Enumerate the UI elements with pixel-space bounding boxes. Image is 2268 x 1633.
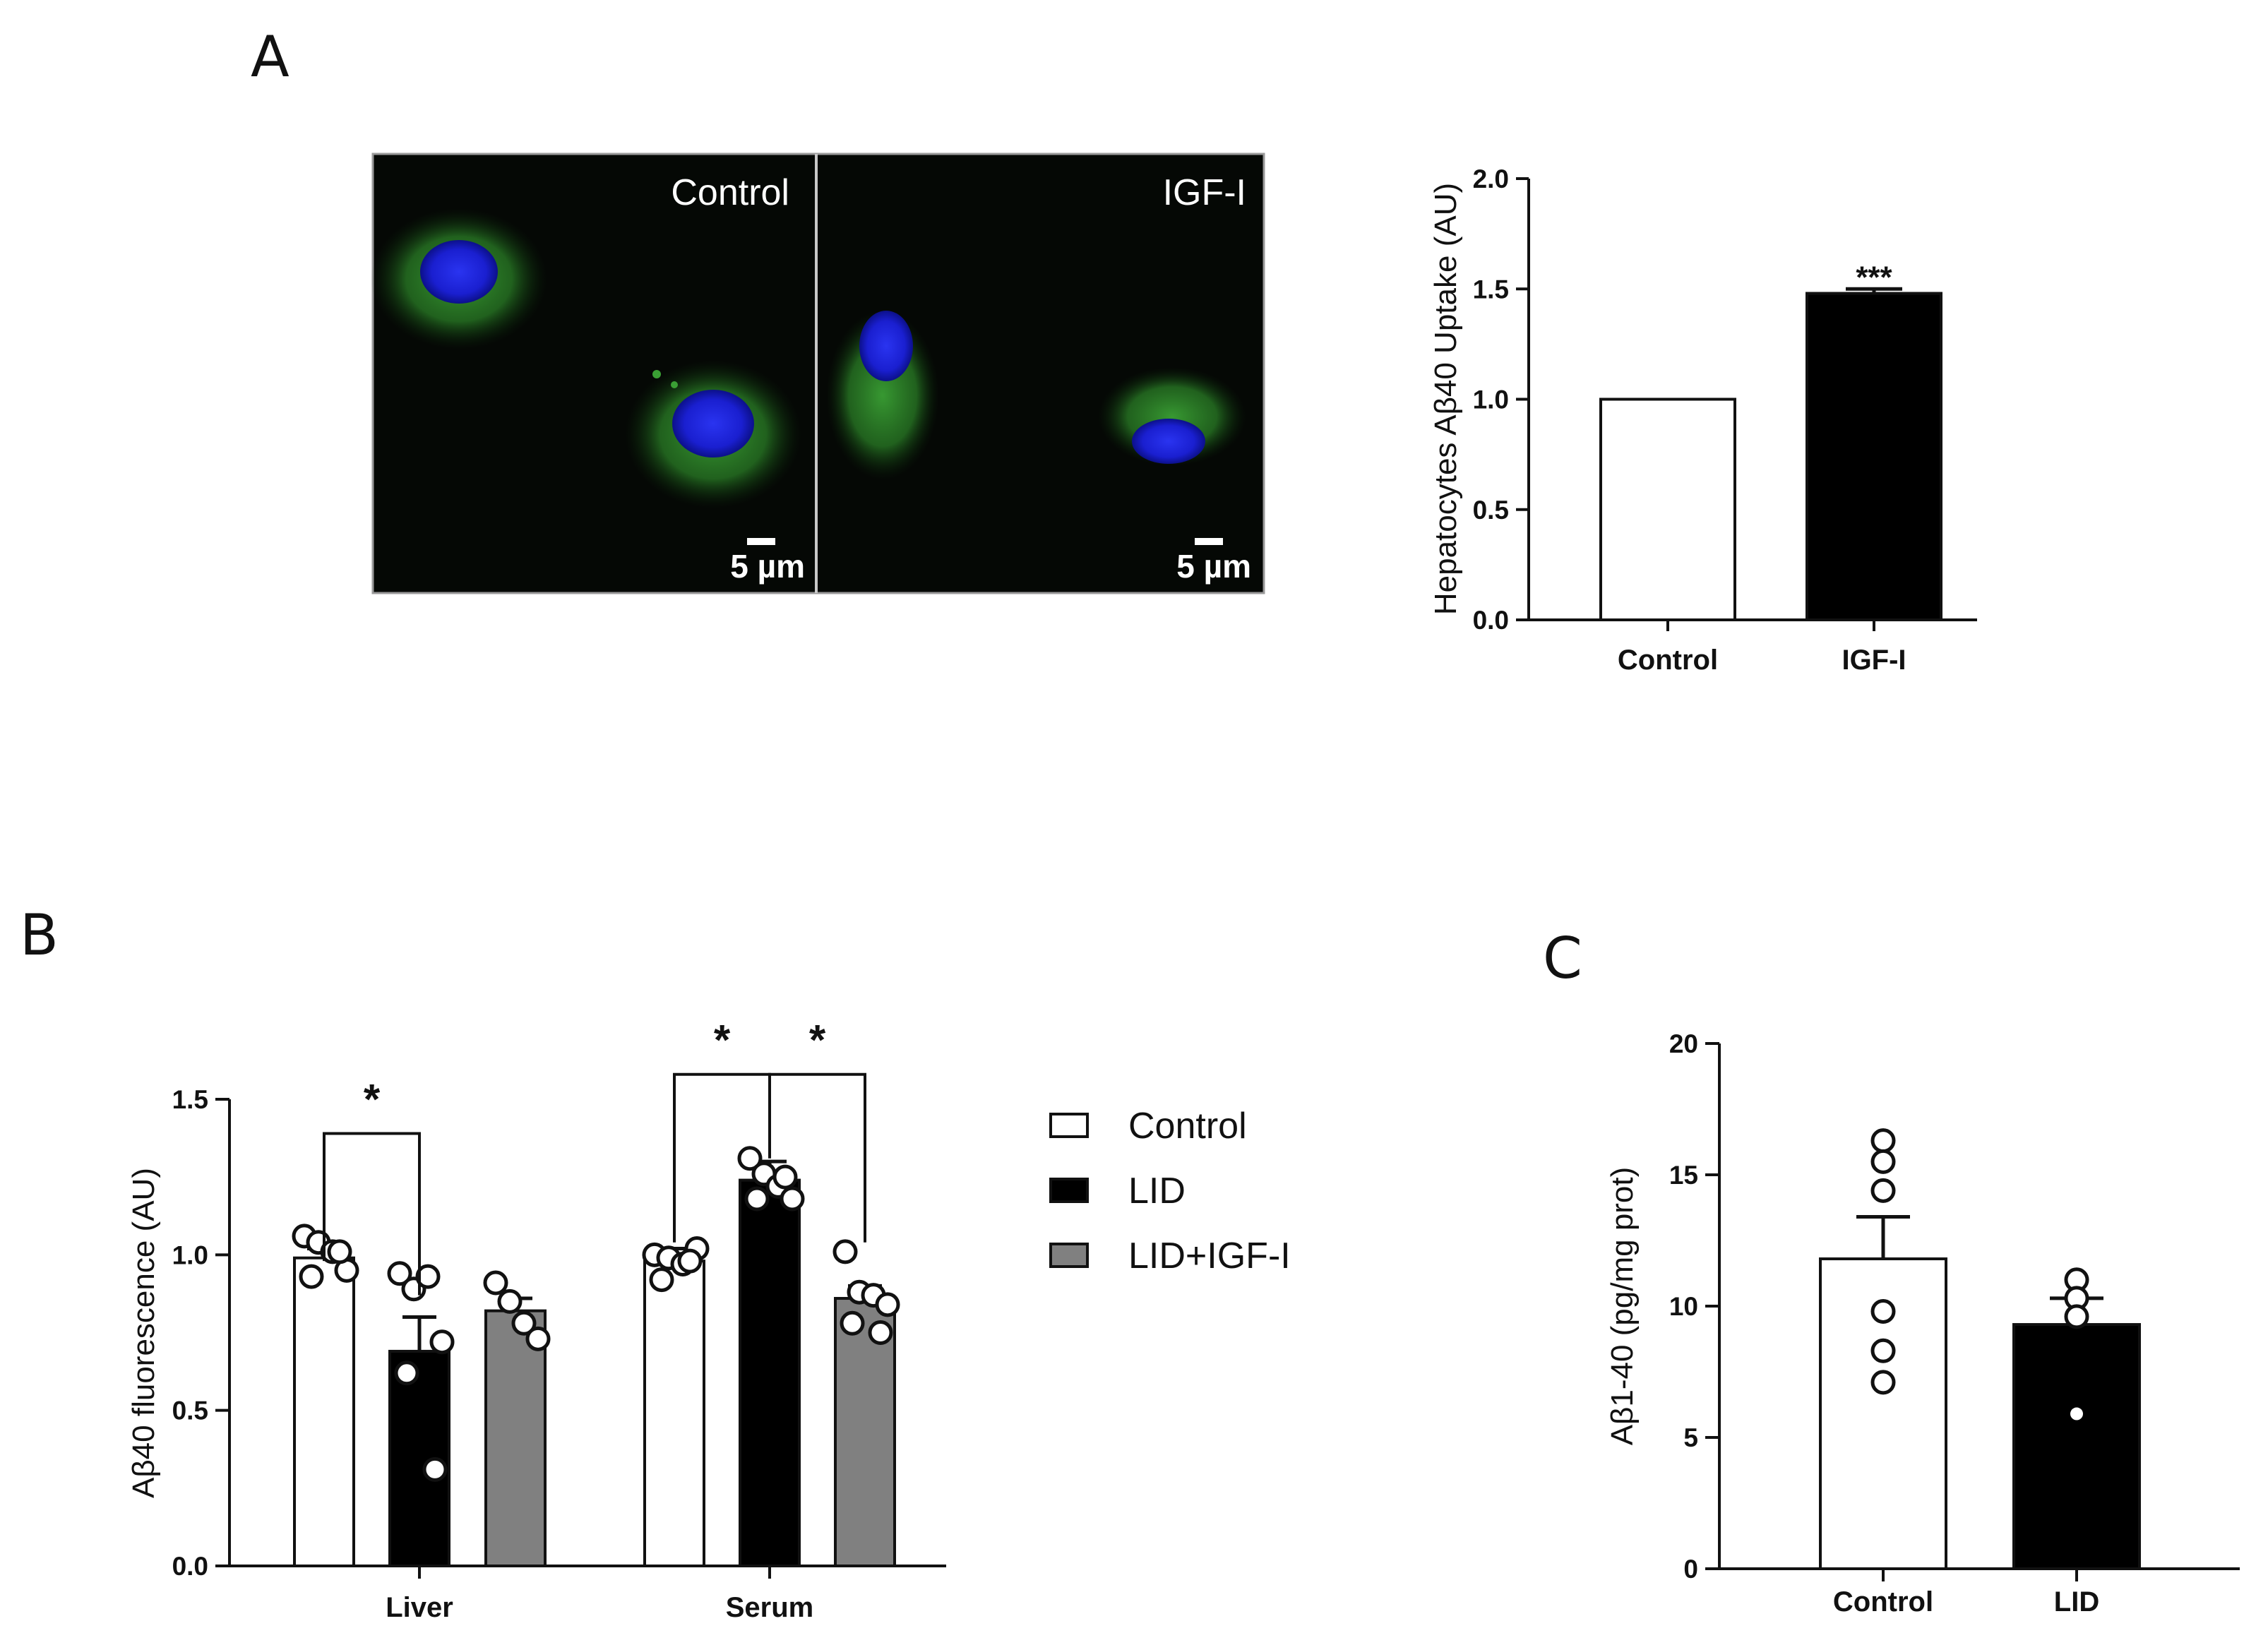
x-tick-label: IGF-I [1842,645,1906,676]
data-point [737,1146,763,1171]
panel-label-c: C [1543,926,1582,991]
data-point [1870,1298,1896,1324]
data-point [677,1248,703,1274]
bar-control [1599,397,1736,621]
data-point [327,1239,352,1264]
legend-swatch-lid [1049,1178,1089,1203]
cell-nucleus [420,240,498,304]
cell-nucleus [672,390,754,457]
green-speck [671,381,678,388]
micrograph-label-igf: IGF-I [1163,172,1246,213]
data-point [744,1186,770,1212]
panel-label-a: A [251,24,290,90]
y-axis-label: Aβ1-40 (pg/mg prot) [1605,1167,1640,1446]
cell-nucleus [1132,419,1205,464]
data-point [1870,1338,1896,1363]
data-point [649,1267,674,1293]
panel-label-b: B [20,902,59,968]
x-tick-label: Serum [726,1592,814,1623]
bar-serum-lid [739,1178,801,1568]
y-tick-label: 1.5 [172,1085,208,1114]
data-point [875,1292,900,1317]
chart-a: 0.0 0.5 1.0 1.5 2.0 Hepatocytes Aβ40 Uptake (… [1428,165,1977,676]
bar-igfi [1806,292,1942,621]
y-tick-label: 1.0 [172,1240,208,1269]
legend-label-control: Control [1128,1106,1247,1147]
y-tick-label: 0.0 [1473,606,1509,635]
y-tick-label: 10 [1669,1292,1698,1321]
micrograph-panel: Control IGF-I 5 µm 5 µm [371,152,1265,594]
data-point [868,1320,893,1345]
cell-nucleus [859,311,913,381]
legend-swatch-control [1049,1113,1089,1138]
micrograph-label-control: Control [671,172,789,213]
chart-c: 0 5 10 15 20 Aβ1-40 (pg/mg prot) Control LID [1605,1029,2240,1617]
data-point [429,1329,455,1355]
y-tick-label: 2.0 [1473,165,1509,193]
y-axis-label: Hepatocytes Aβ40 Uptake (AU) [1428,183,1463,615]
scale-bar-right [1195,538,1223,545]
scale-bar-left [747,538,775,545]
bar-liver-control [293,1256,355,1567]
significance-bracket [323,1132,421,1296]
data-point [511,1310,537,1336]
x-tick-label: LID [2054,1586,2099,1617]
y-axis-label: Aβ40 fluorescence (AU) [126,1168,161,1498]
micrograph-background [371,152,1265,594]
data-point [422,1456,448,1482]
y-tick-label: 5 [1683,1423,1698,1452]
y-tick-label: 15 [1669,1161,1698,1190]
data-point [772,1164,798,1190]
chart-b: 0.0 0.5 1.0 1.5 Aβ40 fluorescence (AU) Liver S… [126,1017,1291,1623]
x-tick-label: Control [1833,1586,1933,1617]
data-point [1870,1370,1896,1395]
significance-marker: * [809,1017,826,1064]
data-point [2070,1407,2083,1420]
y-tick-label: 1.0 [1473,385,1509,414]
data-point [299,1264,324,1289]
scale-bar-label-right: 5 µm [1176,548,1251,585]
data-point [525,1326,551,1351]
data-point [840,1310,865,1336]
scale-bar-label-left: 5 µm [730,548,805,585]
y-tick-label: 1.5 [1473,275,1509,304]
significance-marker: * [364,1075,381,1123]
legend-swatch-lidigfi [1049,1243,1089,1268]
data-point [1870,1178,1896,1203]
data-point [497,1288,523,1314]
data-point [394,1360,419,1386]
y-tick-label: 0.0 [172,1552,208,1581]
data-point [780,1186,805,1212]
data-point [483,1270,508,1296]
legend-label-lidigfi: LID+IGF-I [1128,1236,1291,1276]
data-point [387,1261,412,1286]
x-tick-label: Control [1618,645,1718,676]
y-tick-label: 0.5 [1473,496,1509,525]
data-point [1870,1149,1896,1174]
data-point [2064,1304,2089,1329]
bar-lid [2012,1323,2141,1571]
legend-label-lid: LID [1128,1171,1186,1212]
y-tick-label: 20 [1669,1029,1698,1058]
x-tick-label: Liver [386,1592,453,1623]
data-point [1870,1128,1896,1154]
y-tick-label: 0.5 [172,1396,208,1425]
bar-serum-control [643,1260,705,1567]
significance-marker: *** [1856,260,1892,294]
significance-bracket [768,1072,866,1243]
significance-marker: * [714,1017,731,1064]
data-point [415,1264,441,1289]
green-speck [652,370,661,378]
y-tick-label: 0 [1683,1555,1698,1584]
data-point [832,1239,858,1264]
